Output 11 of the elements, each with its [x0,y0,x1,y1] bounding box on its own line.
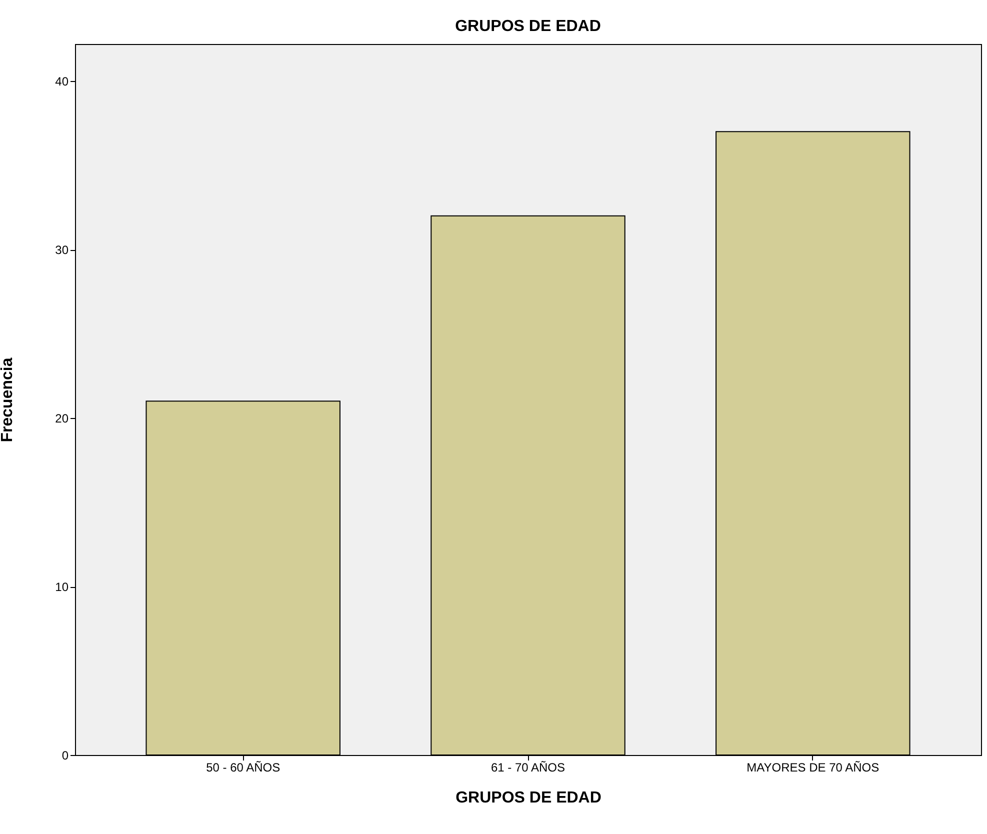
y-tick-label: 40 [55,74,69,89]
y-tick-label: 20 [55,412,69,426]
y-tick-label: 30 [55,243,69,258]
x-tick-label: 50 - 60 AÑOS [206,760,280,774]
y-tick-label: 0 [62,748,69,762]
x-tick-label: MAYORES DE 70 AÑOS [746,760,880,774]
x-axis-title: GRUPOS DE EDAD [456,790,602,806]
x-tick-label: 61 - 70 AÑOS [490,760,566,774]
y-axis-title: Frecuencia [0,358,16,442]
y-tick-label: 10 [55,580,69,594]
chart-title: GRUPOS DE EDAD [455,18,601,35]
